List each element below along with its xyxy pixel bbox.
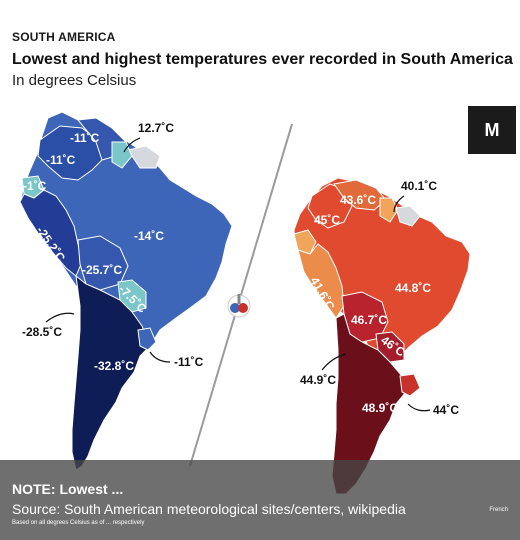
highest-region-guianas [395,205,421,227]
footer-note: NOTE: Lowest ... [12,481,124,497]
page-title: Lowest and highest temperatures ever rec… [12,51,513,68]
lowest-arrow-3 [123,137,141,153]
highest-region-ecuador [293,229,317,255]
page-subtitle: In degrees Celsius [12,72,137,89]
highest-arrow-8 [321,353,347,371]
lowest-region-guianas [127,145,161,169]
lowest-label-10: -32.8˚C [94,359,134,373]
highest-temperature-map: 43.6˚C 45˚C 40.1˚C 41.6˚C 44.8˚C 46.7˚C … [293,177,471,495]
highest-region-southern-cone [331,313,407,495]
lowest-region-southern-cone [71,274,151,471]
thermometer-icon [227,294,251,318]
highest-label-9: 48.9˚C [362,401,398,415]
highest-region-uruguay [399,373,421,397]
highest-arrow-10 [407,403,431,412]
lowest-region-colombia [37,125,105,181]
footer-fineprint: Based on all degrees Celsius as of ... r… [12,520,145,526]
highest-label-6: 46.7˚C [351,313,387,327]
lowest-label-3: 12.7˚C [138,121,174,135]
kicker: SOUTH AMERICA [12,30,116,44]
brand-logo: M [468,106,516,154]
lowest-temperature-map: -11˚C -11˚C 12.7˚C -1˚C -14˚C -25.2˚C -2… [19,111,233,471]
highest-label-3: 40.1˚C [401,179,437,193]
footer-language: French [489,507,508,513]
lowest-label-1: -11˚C [70,131,100,145]
lowest-label-2: -11˚C [46,153,76,167]
lowest-label-5: -14˚C [134,229,164,243]
highest-arrow-3 [393,195,405,213]
highest-region-guyana [379,197,399,223]
highest-label-8: 44.9˚C [300,373,336,387]
footer-source: Source: South American meteorological si… [12,501,406,517]
footer-overlay [0,460,520,540]
highest-label-10: 44˚C [433,403,459,417]
lowest-region-uruguay [137,327,157,351]
lowest-label-9: -28.5˚C [22,325,62,339]
highest-label-1: 43.6˚C [340,193,376,207]
lowest-region-guyana-teal [111,141,133,169]
brand-logo-text: M [484,119,500,140]
lowest-label-7: -25.7˚C [82,263,122,277]
lowest-label-11: -11˚C [174,355,204,369]
lowest-arrow-9 [45,312,75,323]
highest-label-5: 44.8˚C [395,281,431,295]
lowest-label-4: -1˚C [23,179,47,193]
lowest-arrow-11 [149,351,171,363]
highest-label-2: 45˚C [314,213,340,227]
